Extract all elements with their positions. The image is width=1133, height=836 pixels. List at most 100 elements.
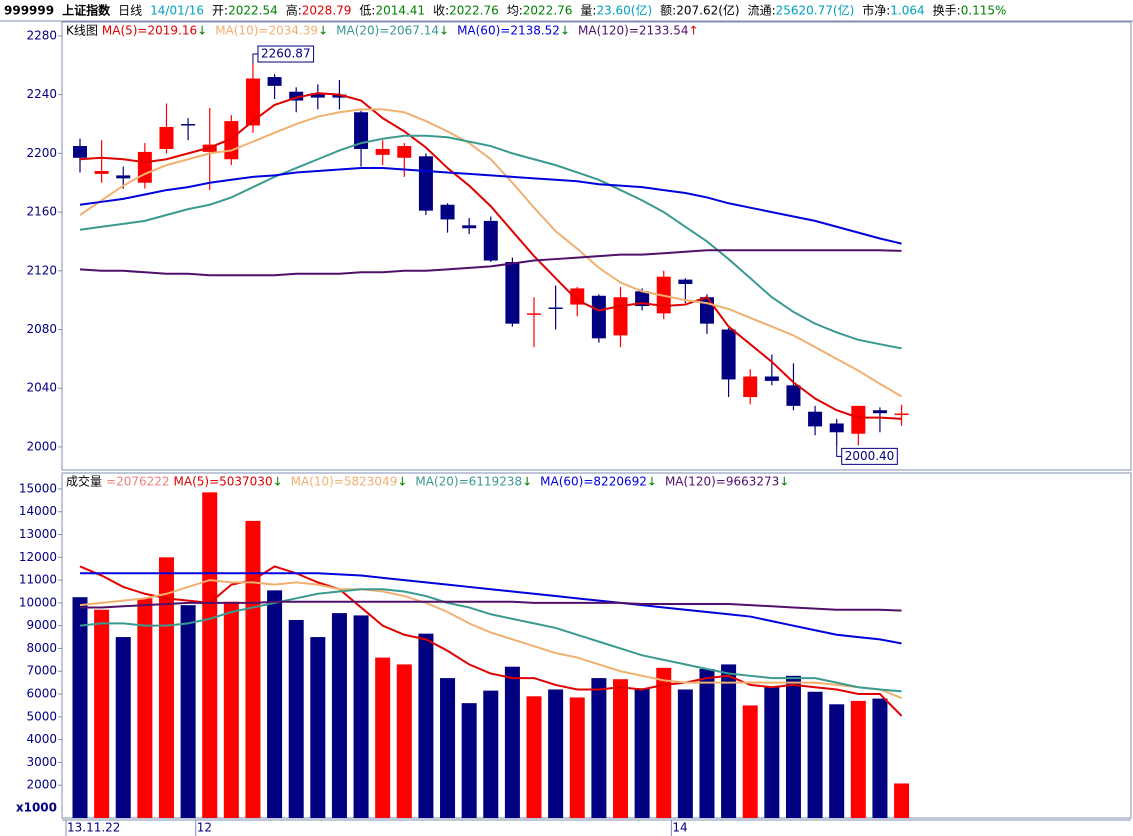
volume-bar (396, 664, 412, 818)
header-value: 2022.76 (449, 4, 499, 18)
volume-bar (569, 697, 585, 818)
y-tick-label: 15000 (19, 481, 57, 495)
legend-trend: ↓ (647, 475, 657, 489)
legend-trend: ↓ (397, 475, 407, 489)
candle-body (267, 77, 282, 86)
annotation-box (257, 45, 315, 63)
candle-body (332, 94, 347, 98)
y-tick-label: 2240 (26, 87, 57, 101)
header-value: 14/01/16 (150, 4, 204, 18)
legend-entry: MA(10)=5823049 (291, 475, 398, 489)
annotation: 2000.40 (845, 449, 895, 463)
ma-line (80, 600, 902, 612)
volume-bar (483, 690, 499, 818)
candle-body (73, 146, 87, 158)
candle-body (375, 148, 390, 155)
ma-line (79, 579, 902, 699)
candle-body (181, 124, 196, 126)
annotation-leader (836, 446, 842, 457)
candle-body (440, 204, 455, 220)
header-value: 2022.54 (228, 4, 278, 18)
volume-bar (331, 613, 347, 818)
candle-body (245, 78, 260, 126)
volume-bar (180, 605, 196, 818)
legend-entry: MA(20)=6119238 (415, 475, 522, 489)
legend-trend: ↓ (560, 24, 570, 38)
candle-body (591, 295, 606, 339)
candle-body (289, 91, 304, 101)
volume-bar (418, 633, 434, 818)
volume-bar (721, 664, 737, 818)
header-label: 均: (507, 4, 523, 18)
candle-body (418, 156, 433, 211)
pane-title: 成交量 (66, 474, 102, 489)
candle-body (137, 151, 152, 183)
candle-body (354, 112, 369, 149)
y-tick-label: 3000 (26, 755, 57, 769)
ma-line (79, 565, 903, 717)
volume-bar (288, 619, 304, 818)
candle-body (894, 413, 909, 416)
header-label: 额: (660, 4, 676, 18)
volume-bar (94, 609, 110, 818)
candle-body (527, 313, 542, 315)
y-tick-label: 14000 (19, 504, 57, 518)
header-value: 0.115% (961, 4, 1007, 18)
volume-bar (613, 679, 628, 818)
candle-body (462, 225, 477, 229)
y-tick-label: 2000 (26, 778, 57, 792)
y-tick-label: 2000 (26, 439, 57, 453)
candle-body (721, 329, 736, 380)
candle-body (310, 93, 325, 98)
header-label: 开: (212, 4, 228, 18)
candle-body (94, 170, 109, 174)
y-tick-label: 13000 (19, 527, 57, 541)
ma-line (80, 572, 902, 645)
header-value: 23.60(亿) (596, 3, 652, 18)
header-label: 低: (359, 4, 375, 18)
y-tick-label: 2120 (26, 263, 57, 277)
candle-body (829, 423, 844, 433)
legend-trend: ↓ (779, 475, 789, 489)
header-value: 1.064 (890, 4, 924, 18)
y-tick-label: 4000 (26, 732, 57, 746)
header-value: 999999 (4, 4, 54, 18)
candle-body (764, 376, 779, 381)
candle-body (570, 288, 585, 305)
volume-bar (115, 637, 131, 818)
legend-trend: ↓ (273, 475, 283, 489)
volume-bar (656, 667, 672, 818)
y-tick-label: 9000 (26, 618, 57, 632)
volume-bar (267, 590, 283, 818)
legend-entry: MA(5)=2019.16 (102, 24, 197, 38)
header-label: 收: (433, 4, 449, 18)
ma-line (79, 167, 902, 245)
volume-bar (677, 689, 693, 818)
y-tick-label: 10000 (19, 595, 57, 609)
volume-bar (699, 668, 715, 818)
y-tick-label: 5000 (26, 709, 57, 723)
volume-bar (137, 598, 153, 818)
y-tick-label: 11000 (19, 573, 57, 587)
volume-bar (634, 688, 650, 818)
candle-body (159, 126, 174, 149)
legend-entry: MA(60)=2138.52 (457, 24, 560, 38)
header-value: 上证指数 (62, 3, 111, 18)
volume-bar (548, 689, 564, 818)
volume-bar (764, 687, 780, 818)
legend-entry: MA(120)=9663273 (665, 475, 779, 489)
volume-bar (894, 783, 910, 818)
header-label: 市净: (862, 3, 890, 18)
header-value: 日线 (118, 4, 142, 18)
legend-trend: ↑ (689, 24, 699, 38)
candle-body (505, 262, 520, 324)
candle-body (808, 411, 823, 427)
volume-bar (202, 492, 218, 818)
volume-bar (591, 678, 607, 818)
pane-title: K线图 (66, 24, 98, 38)
legend-entry: MA(5)=5037030 (174, 475, 273, 489)
price-pane (61, 21, 1132, 471)
candle-body (397, 146, 412, 158)
